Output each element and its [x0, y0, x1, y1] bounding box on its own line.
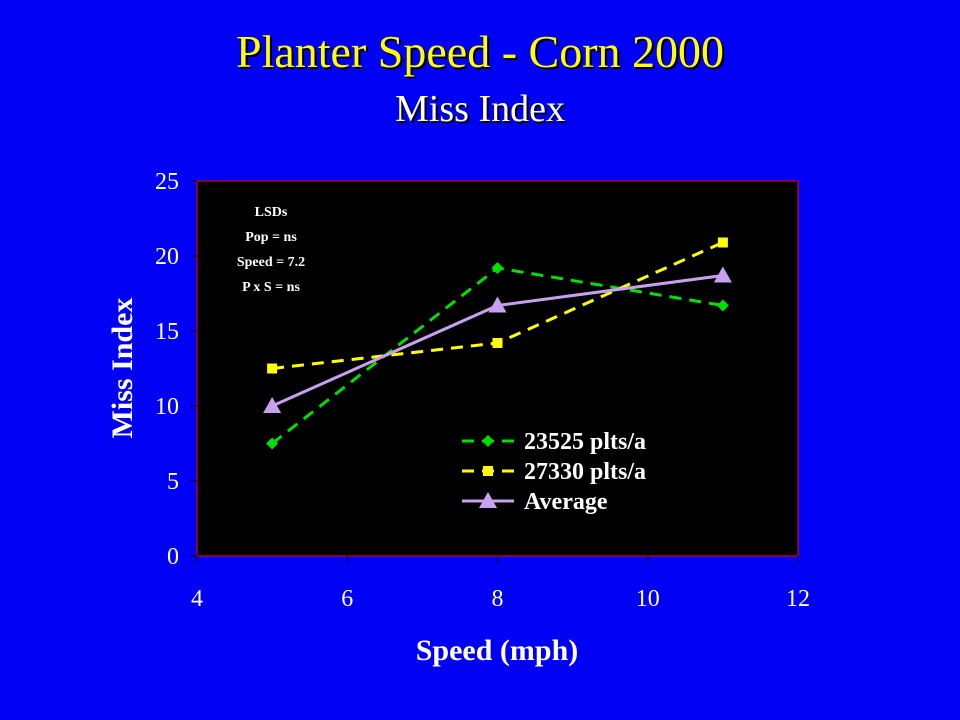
- triangle-marker: [713, 266, 732, 283]
- square-marker: [717, 237, 728, 248]
- plot-area: [196, 180, 799, 557]
- legend-label: 23525 plts/a: [524, 429, 646, 455]
- x-tick-label: 6: [341, 586, 353, 612]
- legend-item: 23525 plts/a: [462, 429, 646, 455]
- legend-item: Average: [462, 489, 608, 515]
- triangle-marker: [479, 492, 497, 508]
- series-2: [267, 237, 728, 374]
- lsd-annotation-line: Speed = 7.2: [237, 255, 305, 270]
- legend-label: 27330 plts/a: [524, 459, 646, 485]
- diamond-marker: [482, 435, 494, 447]
- slide-title: Planter Speed - Corn 2000: [235, 26, 725, 77]
- lsd-annotation-line: Pop = ns: [245, 230, 297, 245]
- x-tick-label: 4: [191, 586, 203, 612]
- slide-subtitle: Miss Index: [395, 88, 565, 130]
- y-tick-label: 5: [167, 469, 179, 495]
- square-marker: [267, 363, 278, 374]
- x-axis-title: Speed (mph): [416, 634, 579, 667]
- y-tick-label: 25: [155, 169, 179, 195]
- legend-label: Average: [524, 489, 608, 515]
- lsd-annotation-line: P x S = ns: [242, 280, 300, 295]
- y-tick-label: 10: [155, 394, 179, 420]
- y-axis-title: Miss Index: [106, 298, 139, 439]
- x-tick-label: 10: [636, 586, 660, 612]
- y-tick-label: 15: [155, 319, 179, 345]
- triangle-marker: [263, 397, 282, 413]
- diamond-marker: [266, 437, 279, 450]
- y-tick-label: 0: [167, 544, 179, 570]
- square-marker: [483, 466, 493, 476]
- diamond-marker: [716, 299, 729, 312]
- y-tick-label: 20: [155, 244, 179, 270]
- x-tick-label: 12: [786, 586, 810, 612]
- series-3: [263, 266, 732, 413]
- diamond-marker: [491, 262, 504, 274]
- series-1: [266, 262, 729, 450]
- legend-item: 27330 plts/a: [462, 459, 646, 485]
- x-tick-label: 8: [492, 586, 504, 612]
- triangle-marker: [488, 296, 507, 313]
- square-marker: [492, 338, 503, 348]
- lsd-annotation-line: LSDs: [255, 205, 288, 220]
